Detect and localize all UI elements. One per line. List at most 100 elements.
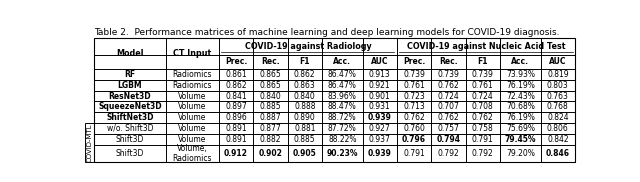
Text: 0.901: 0.901 — [369, 92, 390, 100]
Text: 0.724: 0.724 — [472, 92, 493, 100]
Text: 88.47%: 88.47% — [328, 102, 356, 111]
Text: 0.761: 0.761 — [403, 81, 425, 90]
Text: w/o. Shift3D: w/o. Shift3D — [107, 124, 153, 133]
Text: Volume: Volume — [178, 135, 207, 144]
Text: 75.69%: 75.69% — [506, 124, 535, 133]
Text: 0.921: 0.921 — [369, 81, 390, 90]
Text: COVID-19 against Nucleic Acid Test: COVID-19 against Nucleic Acid Test — [406, 42, 565, 51]
Text: 0.739: 0.739 — [403, 70, 425, 79]
Text: 0.762: 0.762 — [472, 113, 493, 122]
Text: 0.931: 0.931 — [369, 102, 390, 111]
Text: 0.939: 0.939 — [368, 113, 392, 122]
Text: 0.887: 0.887 — [260, 113, 281, 122]
Text: LGBM: LGBM — [118, 81, 142, 90]
Text: 0.763: 0.763 — [547, 92, 569, 100]
Text: Volume: Volume — [178, 102, 207, 111]
Text: Prec.: Prec. — [225, 57, 247, 66]
Text: 0.760: 0.760 — [403, 124, 425, 133]
Text: 0.881: 0.881 — [294, 124, 316, 133]
Text: F1: F1 — [477, 57, 488, 66]
Text: Shift3D: Shift3D — [116, 149, 144, 158]
Text: 0.796: 0.796 — [402, 135, 426, 144]
Text: AUC: AUC — [371, 57, 388, 66]
Text: 79.20%: 79.20% — [506, 149, 535, 158]
Text: 0.862: 0.862 — [225, 81, 247, 90]
Text: 0.896: 0.896 — [225, 113, 247, 122]
Text: Volume,
Radiomics: Volume, Radiomics — [173, 144, 212, 163]
Text: 0.791: 0.791 — [472, 135, 493, 144]
Text: Model: Model — [116, 49, 143, 58]
Text: 76.19%: 76.19% — [506, 81, 535, 90]
Text: 0.912: 0.912 — [224, 149, 248, 158]
Text: 70.68%: 70.68% — [506, 102, 535, 111]
Text: 0.888: 0.888 — [294, 102, 316, 111]
Text: 72.43%: 72.43% — [506, 92, 535, 100]
Text: Rec.: Rec. — [261, 57, 280, 66]
Text: 0.842: 0.842 — [547, 135, 568, 144]
Text: 0.758: 0.758 — [472, 124, 493, 133]
Text: Table 2.  Performance matrices of machine learning and deep learning models for : Table 2. Performance matrices of machine… — [94, 28, 559, 37]
Text: 79.45%: 79.45% — [504, 135, 536, 144]
Text: 0.865: 0.865 — [260, 70, 281, 79]
Text: 0.862: 0.862 — [294, 70, 316, 79]
Text: 0.803: 0.803 — [547, 81, 569, 90]
Text: 86.47%: 86.47% — [328, 70, 356, 79]
Text: 0.865: 0.865 — [260, 81, 281, 90]
Text: 0.897: 0.897 — [225, 102, 247, 111]
Text: 0.905: 0.905 — [293, 149, 317, 158]
Text: 0.707: 0.707 — [438, 102, 460, 111]
Text: ResNet3D: ResNet3D — [109, 92, 151, 100]
Text: AUC: AUC — [549, 57, 566, 66]
Text: 0.890: 0.890 — [294, 113, 316, 122]
Text: 0.902: 0.902 — [259, 149, 282, 158]
Text: 0.762: 0.762 — [438, 81, 460, 90]
Text: RF: RF — [124, 70, 136, 79]
Text: 0.913: 0.913 — [369, 70, 390, 79]
Text: Radiomics: Radiomics — [173, 81, 212, 90]
Text: 88.72%: 88.72% — [328, 113, 356, 122]
Text: 0.840: 0.840 — [260, 92, 281, 100]
Text: 0.794: 0.794 — [436, 135, 460, 144]
Text: 76.19%: 76.19% — [506, 113, 535, 122]
Text: F1: F1 — [300, 57, 310, 66]
Text: 0.761: 0.761 — [472, 81, 493, 90]
Text: 0.791: 0.791 — [403, 149, 425, 158]
Text: 0.863: 0.863 — [294, 81, 316, 90]
Text: 0.757: 0.757 — [438, 124, 460, 133]
Text: 86.47%: 86.47% — [328, 81, 356, 90]
Text: 0.927: 0.927 — [369, 124, 390, 133]
Text: Shift3D: Shift3D — [116, 135, 144, 144]
Text: 88.22%: 88.22% — [328, 135, 356, 144]
Text: 73.93%: 73.93% — [506, 70, 535, 79]
Text: Rec.: Rec. — [439, 57, 458, 66]
Text: COVID-MTL: COVID-MTL — [86, 123, 92, 162]
Text: Volume: Volume — [178, 124, 207, 133]
Text: 0.885: 0.885 — [260, 102, 281, 111]
Text: SqueezeNet3D: SqueezeNet3D — [98, 102, 162, 111]
Text: Volume: Volume — [178, 92, 207, 100]
Text: 0.846: 0.846 — [546, 149, 570, 158]
Text: 0.739: 0.739 — [438, 70, 460, 79]
Text: 0.724: 0.724 — [438, 92, 460, 100]
Text: ShiftNet3D: ShiftNet3D — [106, 113, 154, 122]
Text: Volume: Volume — [178, 113, 207, 122]
Text: 0.840: 0.840 — [294, 92, 316, 100]
Text: 87.72%: 87.72% — [328, 124, 356, 133]
Text: 0.768: 0.768 — [547, 102, 569, 111]
Text: 0.861: 0.861 — [225, 70, 247, 79]
Text: 0.762: 0.762 — [403, 113, 425, 122]
Text: 0.806: 0.806 — [547, 124, 569, 133]
Text: 0.713: 0.713 — [403, 102, 425, 111]
Text: 0.841: 0.841 — [225, 92, 247, 100]
Text: 0.891: 0.891 — [225, 135, 247, 144]
Text: 0.708: 0.708 — [472, 102, 493, 111]
Text: Acc.: Acc. — [511, 57, 529, 66]
Text: 0.885: 0.885 — [294, 135, 316, 144]
Text: 0.824: 0.824 — [547, 113, 568, 122]
Bar — [85, 123, 94, 162]
Text: 90.23%: 90.23% — [326, 149, 358, 158]
Text: 0.882: 0.882 — [260, 135, 281, 144]
Text: 0.762: 0.762 — [438, 113, 460, 122]
Text: 0.891: 0.891 — [225, 124, 247, 133]
Text: 0.723: 0.723 — [403, 92, 425, 100]
